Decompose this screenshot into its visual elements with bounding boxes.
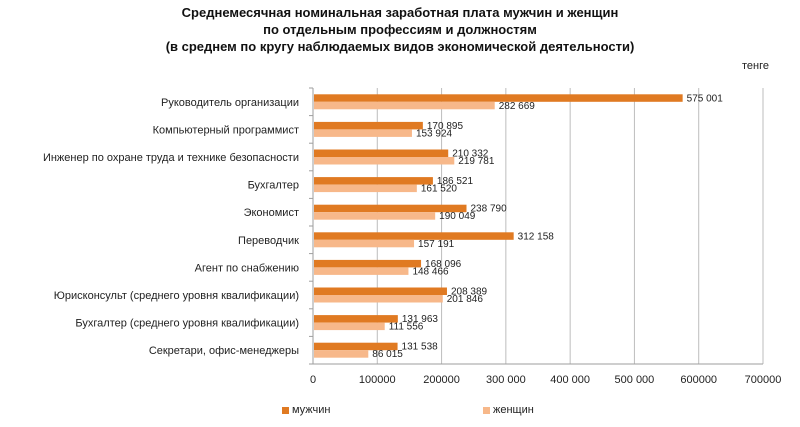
category-label: Руководитель организации [161, 97, 299, 109]
category-label: Инженер по охране труда и технике безопа… [43, 152, 299, 164]
chart-title-line-2: по отдельным профессиям и должностям [263, 22, 537, 37]
legend-label-women: женщин [493, 404, 534, 416]
bar-men [314, 149, 449, 157]
category-label: Бухгалтер [248, 180, 299, 192]
bar-men [314, 342, 398, 351]
data-label-women: 161 520 [421, 184, 458, 195]
data-label-men: 575 001 [687, 93, 724, 104]
data-label-men: 131 963 [402, 314, 439, 325]
bar-men [314, 204, 467, 213]
data-label-men: 312 158 [518, 231, 555, 242]
bar-women [314, 184, 417, 193]
chart-title-line-3: (в среднем по кругу наблюдаемых видов эк… [165, 39, 635, 54]
legend-swatch-men [282, 406, 289, 414]
data-label-men: 238 790 [471, 204, 508, 215]
data-label-women: 282 669 [499, 101, 536, 112]
category-label: Экономист [244, 207, 299, 219]
legend-item-women: женщин [483, 404, 534, 416]
data-label-men: 168 096 [425, 259, 462, 270]
category-label: Переводчик [238, 235, 299, 247]
bar-women [314, 101, 495, 110]
data-label-women: 86 015 [372, 349, 403, 360]
x-tick-label: 500 000 [615, 374, 655, 386]
x-tick-label: 600000 [680, 374, 717, 386]
bar-men [314, 259, 422, 268]
bar-women [314, 157, 455, 165]
data-label-men: 186 521 [437, 176, 474, 187]
bar-men [314, 315, 398, 323]
unit-label: тенге [742, 60, 769, 72]
x-tick-label: 100000 [359, 374, 396, 386]
data-label-women: 148 466 [412, 266, 449, 277]
bar-women [314, 322, 385, 331]
data-label-women: 157 191 [418, 239, 455, 250]
bar-men [314, 94, 683, 102]
chart-title-line-1: Среднемесячная номинальная заработная пл… [181, 5, 619, 20]
data-label-men: 208 389 [451, 287, 488, 298]
legend-label-men: мужчин [292, 404, 331, 416]
bar-women [314, 350, 369, 358]
legend-swatch-women [483, 406, 490, 414]
x-tick-label: 0 [310, 374, 316, 386]
category-label: Бухгалтер (среднего уровня квалификации) [75, 318, 299, 330]
x-tick-label: 300 000 [486, 374, 526, 386]
data-label-women: 201 846 [447, 294, 484, 305]
category-label: Секретари, офис-менеджеры [149, 345, 299, 357]
data-label-women: 219 781 [458, 156, 495, 167]
x-tick-label: 200000 [423, 374, 460, 386]
data-label-men: 170 895 [427, 121, 464, 132]
bar-women [314, 129, 412, 137]
bar-men [314, 232, 514, 240]
x-tick-label: 400 000 [550, 374, 590, 386]
category-label: Юрисконсульт (среднего уровня квалификац… [54, 290, 299, 302]
x-tick-label: 700000 [745, 374, 782, 386]
category-label: Агент по снабжению [195, 262, 299, 274]
data-label-women: 190 049 [439, 211, 476, 222]
data-label-men: 131 538 [402, 342, 439, 353]
category-label: Компьютерный программист [153, 124, 299, 136]
bar-women [314, 239, 415, 248]
data-label-women: 111 556 [389, 322, 424, 333]
legend-item-men: мужчин [282, 404, 331, 416]
data-label-women: 153 924 [416, 128, 453, 139]
bar-men [314, 177, 433, 185]
bar-women [314, 267, 409, 275]
data-label-men: 210 332 [452, 149, 489, 160]
bar-men [314, 121, 423, 130]
bar-women [314, 212, 436, 220]
bar-women [314, 295, 443, 303]
bar-men [314, 287, 447, 295]
